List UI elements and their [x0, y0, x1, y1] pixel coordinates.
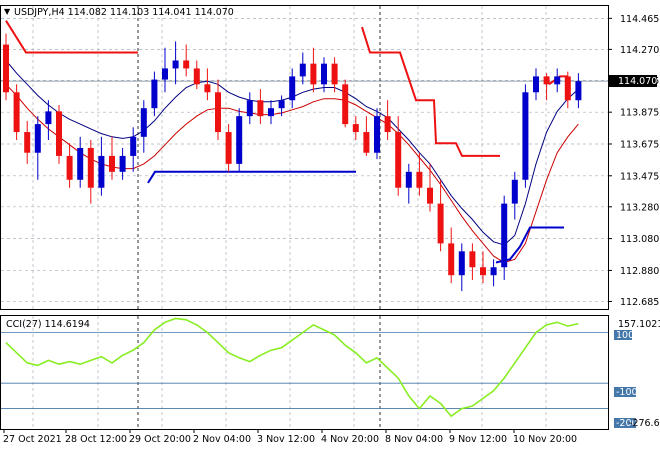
price-tick-label: 113.080 — [620, 234, 659, 245]
time-tick-label: 27 Oct 2021 — [3, 434, 62, 445]
bear-candle — [480, 267, 486, 276]
bear-candle — [395, 132, 402, 188]
bull-candle — [511, 179, 518, 204]
time-tick-label: 9 Nov 12:00 — [449, 434, 507, 445]
bear-candle — [416, 171, 423, 188]
bear-candle — [331, 63, 338, 85]
current-price-text: 114.070 — [618, 76, 657, 87]
bear-candle — [56, 111, 62, 156]
bull-candle — [533, 76, 539, 93]
bear-candle — [24, 132, 31, 153]
current-price-badge — [609, 75, 657, 87]
bear-candle — [564, 76, 571, 101]
time-tick-label: 10 Nov 20:00 — [513, 434, 577, 445]
bull-candle — [374, 116, 380, 153]
bull-candle — [119, 155, 126, 172]
bull-candle — [321, 63, 327, 85]
bear-candle — [437, 203, 444, 244]
bull-candle — [554, 76, 561, 85]
price-tick-label: 113.875 — [620, 108, 659, 119]
cci-line — [5, 317, 579, 418]
cci-minus200-label: -200 — [616, 418, 638, 429]
bull-candle — [575, 81, 582, 101]
bear-candle — [310, 63, 317, 85]
bear-candle — [66, 155, 73, 180]
bull-candle — [246, 100, 253, 117]
bear-candle — [87, 147, 94, 188]
bull-candle — [45, 111, 52, 125]
time-tick-label: 29 Oct 20:00 — [129, 434, 191, 445]
cci-bottom-value: -276.6837 — [629, 418, 660, 429]
bull-candle — [522, 92, 529, 180]
bear-candle — [352, 124, 359, 133]
bear-candle — [448, 243, 455, 276]
bull-candle — [299, 63, 306, 77]
bull-candle — [289, 76, 296, 101]
bear-candle — [469, 251, 476, 268]
bull-candle — [501, 203, 508, 268]
bear-candle — [342, 84, 349, 125]
bear-candle — [193, 68, 200, 85]
bull-candle — [172, 60, 179, 69]
bear-candle — [427, 187, 433, 204]
bear-candle — [225, 132, 232, 164]
cci-minus100-badge — [614, 387, 636, 397]
bear-candle — [13, 92, 20, 133]
bear-candle — [183, 60, 190, 69]
time-tick-label: 4 Nov 20:00 — [321, 434, 379, 445]
bull-candle — [458, 251, 465, 276]
cci-top-value: 157.1021 — [618, 319, 660, 330]
time-tick-label: 8 Nov 04:00 — [385, 434, 443, 445]
price-tick-label: 113.675 — [620, 139, 659, 150]
cci-minus100-label: -100 — [616, 387, 638, 398]
bear-candle — [215, 92, 221, 133]
price-tick-label: 113.475 — [620, 171, 659, 182]
time-tick-label: 3 Nov 12:00 — [257, 434, 315, 445]
bull-candle — [98, 155, 105, 188]
bull-candle — [490, 267, 497, 276]
price-tick-label: 112.880 — [620, 266, 659, 277]
bull-candle — [130, 136, 137, 156]
cci-label: CCI(27) 114.6194 — [6, 319, 90, 330]
symbol-header: USDJPY,H4 114.082 114.103 114.041 114.07… — [14, 7, 234, 18]
bear-candle — [109, 155, 115, 172]
bull-candle — [162, 68, 168, 80]
cci-minus200-badge — [614, 418, 636, 428]
support-line — [147, 170, 356, 184]
price-tick-label: 114.270 — [620, 45, 659, 56]
bull-candle — [151, 79, 158, 109]
time-tick-label: 2 Nov 04:00 — [193, 434, 251, 445]
price-tick-label: 114.465 — [620, 14, 659, 25]
bear-candle — [363, 132, 370, 153]
bear-candle — [384, 116, 391, 133]
time-tick-label: 28 Oct 12:00 — [65, 434, 127, 445]
resistance-line — [361, 26, 500, 157]
symbol-arrow-icon[interactable]: ▼ — [4, 7, 11, 16]
bull-candle — [236, 116, 243, 164]
bull-candle — [268, 108, 274, 117]
bear-candle — [543, 76, 550, 85]
cci-100-label: 100 — [616, 330, 634, 341]
resistance-line — [5, 20, 138, 54]
price-tick-label: 112.685 — [620, 297, 659, 308]
bull-candle — [405, 171, 412, 188]
cci-100-badge — [614, 330, 632, 340]
bear-candle — [204, 84, 211, 93]
bear-candle — [3, 44, 9, 93]
bull-candle — [77, 147, 84, 180]
bull-candle — [278, 100, 285, 109]
bear-candle — [257, 100, 264, 117]
bull-candle — [34, 124, 41, 153]
price-tick-label: 113.280 — [620, 202, 659, 213]
bull-candle — [140, 108, 147, 137]
